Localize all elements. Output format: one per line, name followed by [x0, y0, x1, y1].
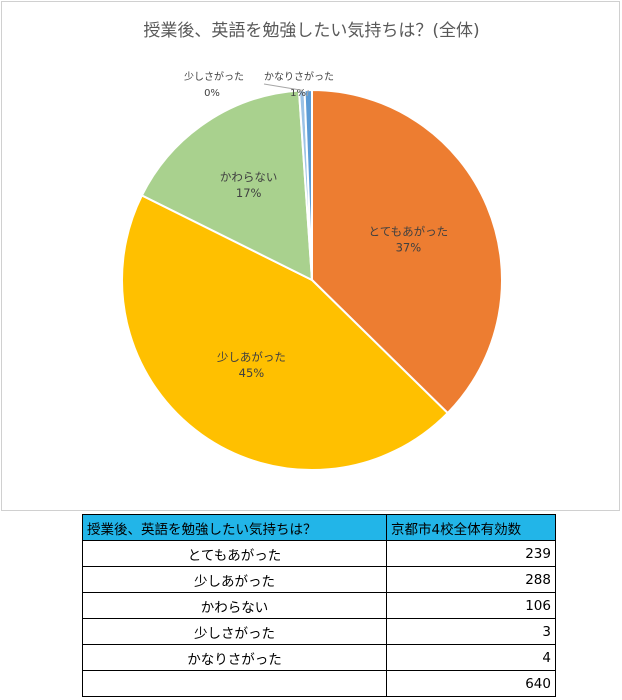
- slice-percent-label: 17%: [236, 186, 262, 200]
- table-total-value: 640: [386, 670, 556, 697]
- slice-label: とてもあがった: [369, 225, 449, 239]
- table-cell-label: とてもあがった: [82, 540, 387, 567]
- slice-label: 少しあがった: [217, 350, 286, 364]
- slice-label: かわらない: [220, 170, 278, 184]
- table-cell-value: 4: [386, 644, 556, 671]
- table-header-count: 京都市4校全体有効数: [386, 514, 556, 541]
- table-cell-label: 少しあがった: [82, 566, 387, 593]
- slice-label: かなりさがった: [264, 70, 334, 83]
- pie-chart: とてもあがった 37% 少しあがった 45% かわらない 17% 少しさがった 0% かなりさが…: [121, 70, 503, 471]
- table-cell-value: 106: [386, 592, 556, 619]
- slice-percent-label: 45%: [239, 366, 265, 380]
- pie-slice: [140, 89, 314, 282]
- leader-line: [263, 83, 302, 91]
- table-row: かなりさがった 4: [82, 644, 556, 671]
- chart-title: 授業後、英語を勉強したい気持ちは？(全体): [143, 21, 480, 41]
- slice-percent-label: 0%: [204, 88, 220, 99]
- slice-percent-label: 37%: [396, 241, 422, 255]
- slice-percent-label: 1%: [290, 88, 306, 99]
- table-row: かわらない 106: [82, 592, 556, 619]
- table-cell-label: かなりさがった: [82, 644, 387, 671]
- table-row: とてもあがった 239: [82, 540, 556, 567]
- pie-slice: [121, 194, 450, 471]
- summary-table: 授業後、英語を勉強したい気持ちは？ 京都市4校全体有効数 とてもあがった 239…: [82, 514, 556, 697]
- table-row: 少しさがった 3: [82, 618, 556, 645]
- pie-slice: [311, 88, 503, 415]
- table-header-row: 授業後、英語を勉強したい気持ちは？ 京都市4校全体有効数: [82, 514, 556, 541]
- chart-area: 授業後、英語を勉強したい気持ちは？(全体) とてもあがった 37% 少しあがった 45…: [1, 1, 620, 511]
- table-cell-value: 239: [386, 540, 556, 567]
- leader-line: [306, 89, 309, 97]
- table-cell-value: 288: [386, 566, 556, 593]
- table-cell-label: かわらない: [82, 592, 387, 619]
- table-cell-value: 3: [386, 618, 556, 645]
- table-header-question: 授業後、英語を勉強したい気持ちは？: [82, 514, 387, 541]
- table-cell-label: 少しさがった: [82, 618, 387, 645]
- pie-slice: [303, 88, 313, 281]
- table-total-row: 640: [82, 670, 556, 697]
- slice-label: 少しさがった: [184, 70, 244, 83]
- table-row: 少しあがった 288: [82, 566, 556, 593]
- table-total-label: [82, 670, 387, 697]
